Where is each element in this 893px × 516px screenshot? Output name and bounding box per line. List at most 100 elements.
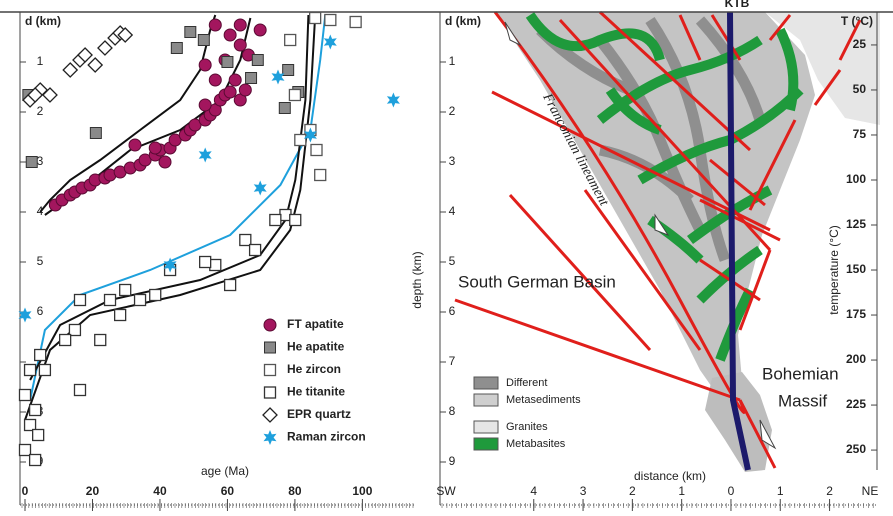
point [74,385,85,396]
legend-label: He apatite [287,340,345,354]
point [295,135,306,146]
point [222,57,233,68]
legend-label: Different [506,377,547,389]
point [310,13,321,24]
point [120,285,131,296]
point [229,74,241,86]
legend-label: Metasediments [506,394,581,406]
legend-marker [265,387,276,398]
y-label: d (km) [25,14,61,28]
y-tick-label: 4 [449,204,456,218]
point [289,90,300,101]
point [270,215,281,226]
point [39,365,50,376]
point [246,73,257,84]
legend-swatch [474,421,498,433]
point [105,295,116,306]
point [150,290,161,301]
point [200,257,211,268]
legend-swatch [474,377,498,389]
point [279,103,290,114]
legend-label: He zircon [287,362,341,376]
legend-label: Metabasites [506,438,566,450]
point [250,245,261,256]
point [33,430,44,441]
point [239,84,251,96]
point [199,99,211,111]
point [311,145,322,156]
point [254,24,266,36]
x-tick-label: 20 [86,484,100,498]
point [20,390,31,401]
y-tick-label: 3 [449,154,456,168]
x-tick-label: 80 [288,484,302,498]
point [315,170,326,181]
y2-tick-label: 25 [853,37,867,51]
y-top-label: d (km) [445,14,481,28]
legend-marker [265,365,276,376]
point [234,39,246,51]
y-tick-label: 6 [449,304,456,318]
y-tick-label: 9 [449,454,456,468]
legend-label: EPR quartz [287,407,351,421]
y-tick-label: 2 [449,104,456,118]
x-tick-label: 2 [629,484,636,498]
y2-top-label: T (°C) [841,14,873,28]
y2-tick-label: 75 [853,127,867,141]
point [159,156,171,168]
point [285,35,296,46]
x-tick-label: 2 [826,484,833,498]
y2-tick-label: 250 [846,442,866,456]
point [234,19,246,31]
y2-tick-label: 100 [846,172,866,186]
y2-label: temperature (°C) [827,225,841,315]
x-tick-label: 1 [777,484,784,498]
point [224,29,236,41]
legend-label: Granites [506,421,548,433]
y-tick-label: 5 [37,254,44,268]
point [325,15,336,26]
y2-tick-label: 225 [846,397,866,411]
point [209,19,221,31]
y-tick-label: 2 [37,104,44,118]
point [290,215,301,226]
point [25,365,36,376]
point [149,142,161,154]
y-tick-label: 7 [449,354,456,368]
point [129,139,141,151]
annotation: Massif [778,391,827,410]
annotation: Bohemian [762,364,839,383]
point [74,295,85,306]
point [171,43,182,54]
point [135,295,146,306]
x-tick-label: 1 [678,484,685,498]
y-tick-label: 1 [37,54,44,68]
x-label: distance (km) [634,469,706,483]
point [60,335,71,346]
y2-tick-label: 50 [853,82,867,96]
page: d (km) age (Ma) KTB d (km) T (°C) depth … [0,0,893,516]
x-tick-label: 0 [22,484,29,498]
legend-marker [264,319,276,331]
point [225,280,236,291]
y-tick-label: 6 [37,304,44,318]
annotation: South German Basin [458,272,616,291]
y-tick-label: 8 [449,404,456,418]
y2-tick-label: 175 [846,307,866,321]
point [210,260,221,271]
y-label: depth (km) [410,251,424,308]
x-label: age (Ma) [201,464,249,478]
x-tick-label: 40 [153,484,167,498]
legend-label: FT apatite [287,317,344,331]
point [252,55,263,66]
point [95,335,106,346]
x-tick-label: 4 [530,484,537,498]
point [30,455,41,466]
point [185,27,196,38]
y2-tick-label: 150 [846,262,866,276]
point [209,74,221,86]
ktb-title: KTB [725,0,750,10]
legend-label: Raman zircon [287,430,366,444]
x-tick-label: 3 [580,484,587,498]
y-tick-label: 1 [449,54,456,68]
